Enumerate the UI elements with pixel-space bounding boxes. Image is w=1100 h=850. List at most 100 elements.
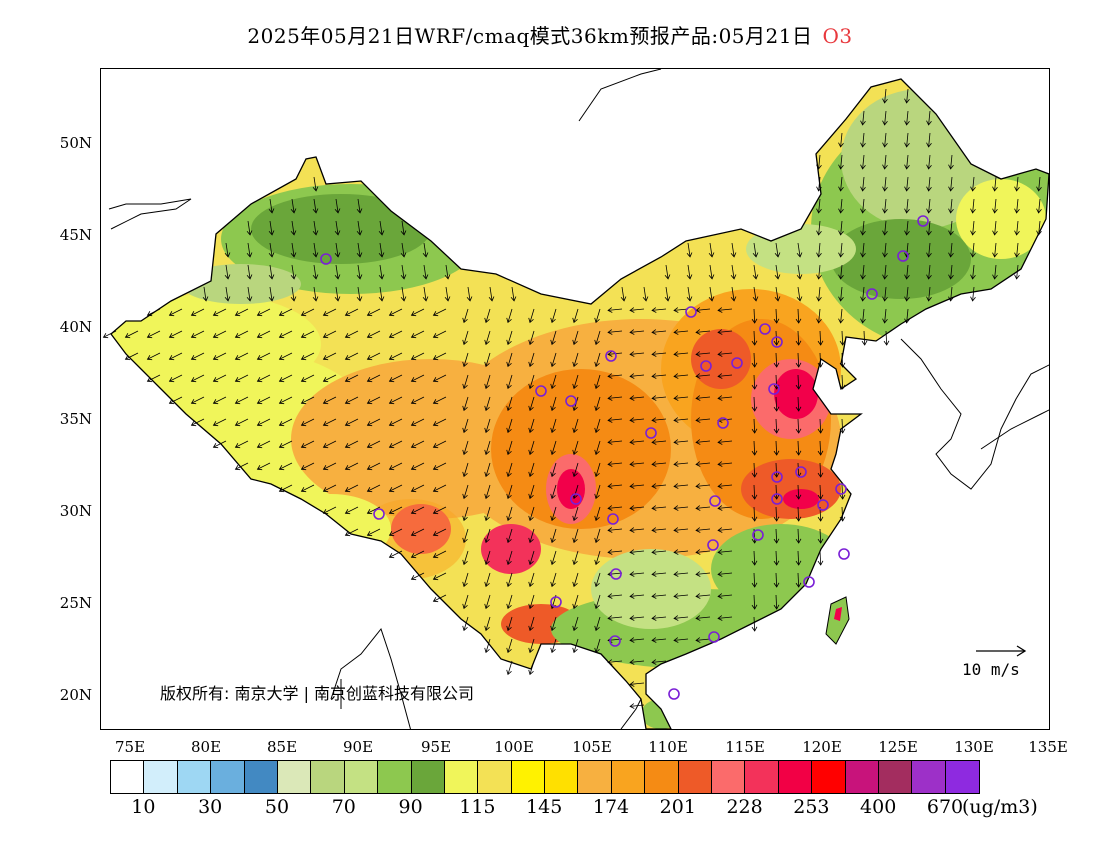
wind-arrow bbox=[651, 659, 667, 665]
wind-arrow bbox=[388, 330, 403, 339]
wind-arrow bbox=[774, 242, 781, 258]
wind-arrow bbox=[410, 308, 425, 317]
wind-arrow bbox=[651, 329, 667, 335]
wind-arrow bbox=[268, 220, 275, 236]
wind-arrow bbox=[484, 462, 491, 478]
legend-swatch bbox=[878, 761, 913, 793]
wind-arrow bbox=[817, 528, 824, 544]
wind-arrow bbox=[506, 374, 513, 390]
wind-arrow bbox=[484, 594, 491, 610]
wind-arrow bbox=[629, 681, 645, 687]
wind-arrow bbox=[795, 550, 802, 566]
wind-arrow bbox=[410, 462, 425, 471]
wind-arrow bbox=[366, 506, 381, 515]
wind-arrow bbox=[268, 264, 275, 280]
wind-arrow bbox=[506, 572, 513, 588]
wind-arrow bbox=[795, 308, 802, 324]
wind-arrow bbox=[904, 198, 910, 214]
wind-arrow bbox=[344, 506, 359, 515]
wind-arrow bbox=[773, 594, 780, 610]
wind-arrow bbox=[992, 176, 998, 192]
wind-arrow bbox=[695, 615, 711, 621]
legend-swatch bbox=[111, 761, 145, 793]
wind-arrow bbox=[708, 286, 715, 302]
city-marker-icon bbox=[768, 383, 780, 395]
wind-arrow bbox=[773, 330, 780, 346]
wind-arrow bbox=[528, 396, 535, 412]
wind-arrow bbox=[904, 220, 910, 236]
wind-arrow bbox=[366, 462, 381, 471]
wind-arrow bbox=[432, 396, 447, 405]
wind-arrow bbox=[388, 528, 403, 537]
wind-arrow bbox=[410, 484, 425, 493]
wind-arrow bbox=[432, 528, 447, 537]
wind-arrow bbox=[773, 462, 780, 478]
wind-arrow bbox=[322, 330, 337, 339]
wind-arrow bbox=[717, 351, 733, 357]
wind-arrow bbox=[212, 330, 227, 339]
wind-arrow bbox=[642, 286, 649, 302]
wind-arrow bbox=[506, 352, 513, 368]
wind-arrow bbox=[926, 110, 932, 126]
wind-arrow bbox=[838, 220, 844, 236]
wind-arrow bbox=[484, 484, 491, 500]
wind-arrow bbox=[572, 352, 579, 368]
wind-arrow bbox=[838, 264, 844, 280]
legend-swatch bbox=[311, 761, 345, 793]
wind-arrow bbox=[992, 198, 998, 214]
wind-arrow bbox=[388, 418, 403, 427]
wind-arrow bbox=[629, 549, 645, 555]
wind-arrow bbox=[290, 264, 297, 280]
wind-arrow bbox=[506, 440, 513, 456]
wind-arrow bbox=[410, 440, 425, 449]
wind-arrow bbox=[388, 396, 403, 405]
wind-arrow bbox=[550, 396, 557, 412]
legend-tick-label: 400 bbox=[860, 796, 897, 818]
wind-arrow bbox=[388, 484, 403, 493]
wind-arrow bbox=[673, 505, 689, 511]
wind-arrow bbox=[708, 242, 715, 258]
wind-arrow bbox=[388, 374, 403, 383]
city-marker-icon bbox=[866, 288, 878, 300]
wind-arrow bbox=[422, 242, 429, 258]
wind-arrow bbox=[594, 440, 601, 456]
lon-tick-130e: 130E bbox=[954, 738, 994, 756]
wind-arrow bbox=[594, 616, 601, 632]
wind-arrow bbox=[751, 572, 758, 588]
wind-arrow bbox=[926, 198, 932, 214]
wind-arrow bbox=[462, 330, 469, 346]
wind-arrow bbox=[926, 286, 932, 302]
wind-arrow bbox=[948, 286, 954, 302]
legend-swatch bbox=[478, 761, 512, 793]
city-marker-icon bbox=[535, 385, 547, 397]
wind-arrow bbox=[796, 264, 803, 280]
wind-arrow bbox=[290, 242, 297, 258]
wind-arrow bbox=[462, 396, 469, 412]
wind-arrow bbox=[528, 352, 535, 368]
wind-arrow bbox=[528, 572, 535, 588]
wind-arrow bbox=[506, 594, 513, 610]
wind-arrow bbox=[246, 220, 253, 236]
wind-arrow bbox=[970, 242, 976, 258]
wind-arrow bbox=[444, 286, 451, 302]
wind-arrow bbox=[572, 418, 579, 434]
wind-arrow bbox=[607, 659, 623, 665]
wind-arrow bbox=[462, 352, 469, 368]
wind-arrow bbox=[1014, 242, 1020, 258]
wind-arrow bbox=[278, 308, 293, 317]
wind-arrow bbox=[224, 264, 231, 280]
city-marker-icon bbox=[771, 336, 783, 348]
wind-arrow bbox=[378, 220, 385, 236]
wind-arrow bbox=[410, 572, 425, 581]
wind-arrow bbox=[484, 352, 491, 368]
wind-arrow bbox=[410, 550, 425, 559]
lat-tick-30n: 30N bbox=[59, 502, 92, 520]
wind-arrow bbox=[882, 154, 888, 170]
wind-arrow bbox=[572, 440, 579, 456]
wind-arrow bbox=[860, 220, 866, 236]
wind-arrow bbox=[883, 330, 890, 346]
lon-tick-115e: 115E bbox=[725, 738, 765, 756]
wind-arrow bbox=[817, 462, 824, 478]
wind-arrow bbox=[673, 373, 689, 379]
wind-arrow bbox=[817, 440, 824, 456]
